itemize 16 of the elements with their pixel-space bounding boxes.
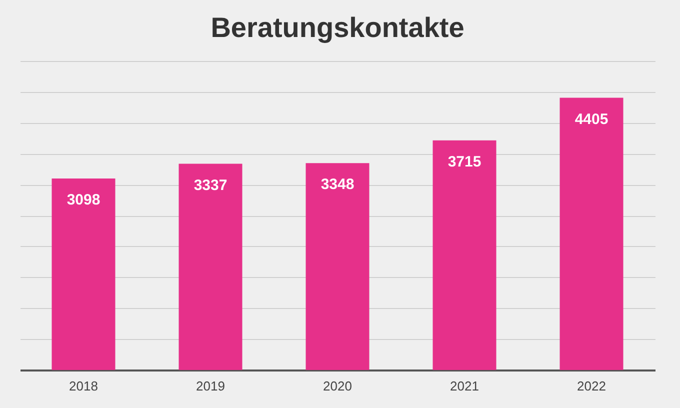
x-tick-label: 2022 bbox=[577, 378, 606, 394]
x-tick-label: 2020 bbox=[323, 378, 352, 394]
x-tick-label: 2021 bbox=[450, 378, 479, 394]
bar bbox=[178, 164, 242, 370]
bar bbox=[432, 140, 496, 370]
bar bbox=[560, 98, 624, 370]
data-label: 3337 bbox=[194, 176, 228, 194]
chart-title: Beratungskontakte bbox=[210, 12, 464, 43]
data-label: 3098 bbox=[66, 192, 100, 209]
data-label: 4405 bbox=[574, 110, 608, 128]
bar bbox=[52, 178, 116, 370]
bar bbox=[306, 163, 370, 370]
x-tick-label: 2018 bbox=[69, 378, 98, 394]
data-label: 3348 bbox=[320, 176, 354, 194]
x-tick-label: 2019 bbox=[196, 378, 225, 394]
data-label: 3715 bbox=[448, 153, 482, 170]
